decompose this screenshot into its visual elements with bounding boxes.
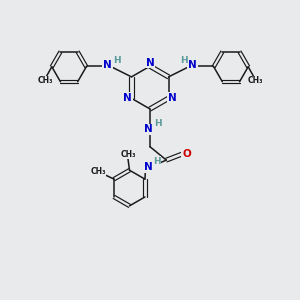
Text: CH₃: CH₃ (120, 150, 136, 159)
Text: N: N (168, 93, 177, 103)
Text: CH₃: CH₃ (247, 76, 263, 85)
Text: H: H (113, 56, 121, 65)
Text: CH₃: CH₃ (37, 76, 53, 85)
Text: H: H (154, 119, 162, 128)
Text: N: N (188, 60, 197, 70)
Text: O: O (182, 148, 191, 159)
Text: N: N (103, 60, 112, 70)
Text: N: N (146, 58, 154, 68)
Text: CH₃: CH₃ (90, 167, 106, 176)
Text: N: N (143, 162, 152, 172)
Text: N: N (123, 93, 132, 103)
Text: H: H (153, 157, 160, 166)
Text: H: H (180, 56, 188, 65)
Text: N: N (144, 124, 153, 134)
